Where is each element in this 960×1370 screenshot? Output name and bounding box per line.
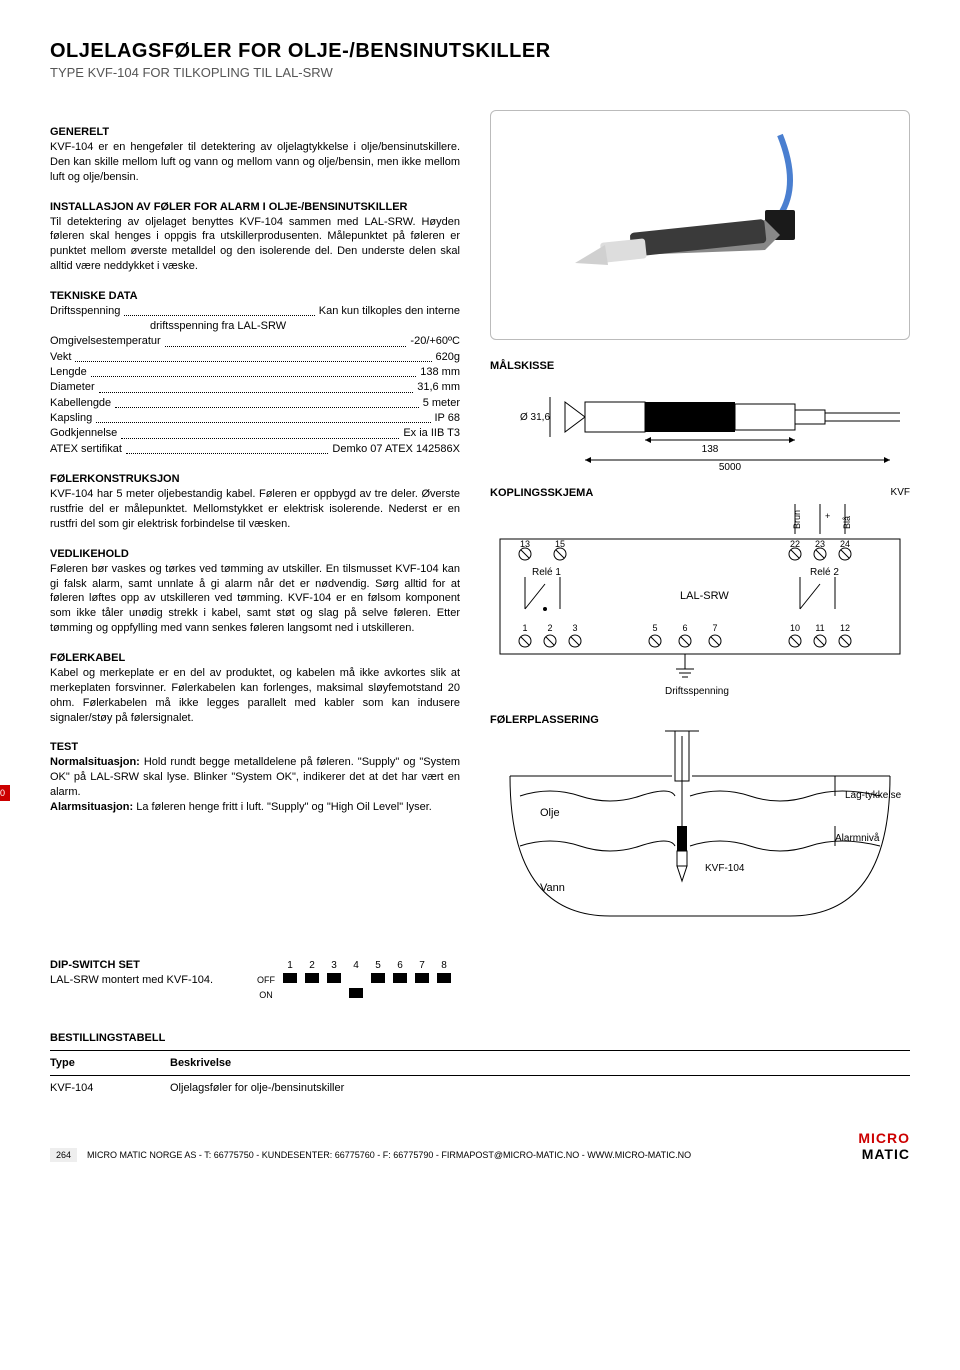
footer-page: 264 — [50, 1148, 77, 1162]
svg-text:11: 11 — [815, 623, 824, 633]
svg-text:7: 7 — [712, 623, 717, 633]
svg-text:Driftsspenning: Driftsspenning — [665, 686, 729, 697]
plassering-title: FØLERPLASSERING — [490, 714, 910, 726]
svg-text:24: 24 — [840, 539, 850, 549]
svg-text:12: 12 — [840, 623, 850, 633]
order-col-desc: Beskrivelse — [170, 1051, 910, 1076]
svg-text:6: 6 — [682, 623, 687, 633]
order-title: BESTILLINGSTABELL — [50, 1032, 910, 1044]
page-tab-number: 10 — [0, 785, 10, 801]
svg-text:Ø 31,6: Ø 31,6 — [520, 412, 550, 423]
logo: MICRO MATIC — [858, 1130, 910, 1162]
order-row-desc: Oljelagsføler for olje-/bensinutskiller — [170, 1076, 910, 1101]
order-table: TypeBeskrivelse KVF-104Oljelagsføler for… — [50, 1050, 910, 1100]
koplings-diagram: Brun + Blå 1315222324 Relé 1 Relé 2 LAL-… — [490, 499, 910, 699]
page-title: OLJELAGSFØLER FOR OLJE-/BENSINUTSKILLER — [50, 40, 910, 63]
svg-text:1: 1 — [522, 623, 527, 633]
dip-title: DIP-SWITCH SET — [50, 959, 213, 971]
svg-text:5: 5 — [652, 623, 657, 633]
svg-text:Vann: Vann — [540, 882, 565, 894]
koplings-kvf: KVF — [891, 487, 910, 499]
maalskisse-title: MÅLSKISSE — [490, 360, 910, 372]
order-row-type: KVF-104 — [50, 1076, 170, 1101]
svg-text:Relé 1: Relé 1 — [532, 567, 561, 578]
kabel-title: FØLERKABEL — [50, 652, 460, 664]
vedlikehold-title: VEDLIKEHOLD — [50, 548, 460, 560]
svg-text:Relé 2: Relé 2 — [810, 567, 839, 578]
specs-list: DriftsspenningKan kun tilkoples den inte… — [50, 304, 460, 457]
svg-text:KVF-104: KVF-104 — [705, 863, 745, 874]
svg-text:2: 2 — [547, 623, 552, 633]
svg-text:22: 22 — [790, 539, 800, 549]
svg-text:Alarmnivå: Alarmnivå — [835, 832, 880, 844]
generelt-body: KVF-104 er en hengeføler til detektering… — [50, 140, 460, 185]
svg-text:Lag-tykkelse: Lag-tykkelse — [845, 790, 902, 801]
svg-text:138: 138 — [702, 444, 719, 455]
vedlikehold-body: Føleren bør vaskes og tørkes ved tømming… — [50, 562, 460, 636]
svg-text:Blå: Blå — [842, 516, 852, 529]
page-subtitle: TYPE KVF-104 FOR TILKOPLING TIL LAL-SRW — [50, 65, 910, 80]
svg-text:13: 13 — [520, 539, 530, 549]
tekniske-title: TEKNISKE DATA — [50, 290, 460, 302]
plassering-diagram: Olje Vann KVF-104 Lag-tykkelse Alarmnivå — [490, 726, 910, 926]
order-col-type: Type — [50, 1051, 170, 1076]
svg-text:10: 10 — [790, 623, 800, 633]
svg-text:3: 3 — [572, 623, 577, 633]
svg-text:+: + — [825, 511, 830, 521]
maalskisse-diagram: Ø 31,6 138 5000 — [490, 372, 910, 472]
svg-text:23: 23 — [815, 539, 825, 549]
svg-text:5000: 5000 — [719, 462, 742, 472]
installasjon-title: INSTALLASJON AV FØLER FOR ALARM I OLJE-/… — [50, 201, 460, 213]
test-title: TEST — [50, 741, 460, 753]
svg-text:15: 15 — [555, 539, 565, 549]
kabel-body: Kabel og merkeplate er en del av produkt… — [50, 666, 460, 725]
test-alarm-label: Alarmsituasjon: — [50, 801, 133, 813]
svg-text:LAL-SRW: LAL-SRW — [680, 590, 729, 602]
installasjon-body: Til detektering av oljelaget benyttes KV… — [50, 215, 460, 274]
svg-text:Olje: Olje — [540, 807, 560, 819]
dip-switch-diagram: 12345678 OFF ON — [253, 959, 455, 1002]
product-photo — [490, 110, 910, 340]
footer-text: MICRO MATIC NORGE AS - T: 66775750 - KUN… — [87, 1150, 691, 1160]
konstruksjon-body: KVF-104 har 5 meter oljebestandig kabel.… — [50, 487, 460, 532]
test-normal-label: Normalsituasjon: — [50, 756, 140, 768]
svg-text:Brun: Brun — [792, 510, 802, 529]
dip-subtitle: LAL-SRW montert med KVF-104. — [50, 973, 213, 988]
koplings-title: KOPLINGSSKJEMA — [490, 487, 593, 499]
konstruksjon-title: FØLERKONSTRUKSJON — [50, 473, 460, 485]
generelt-title: GENERELT — [50, 126, 460, 138]
test-alarm-body: La føleren henge fritt i luft. "Supply" … — [136, 801, 432, 813]
